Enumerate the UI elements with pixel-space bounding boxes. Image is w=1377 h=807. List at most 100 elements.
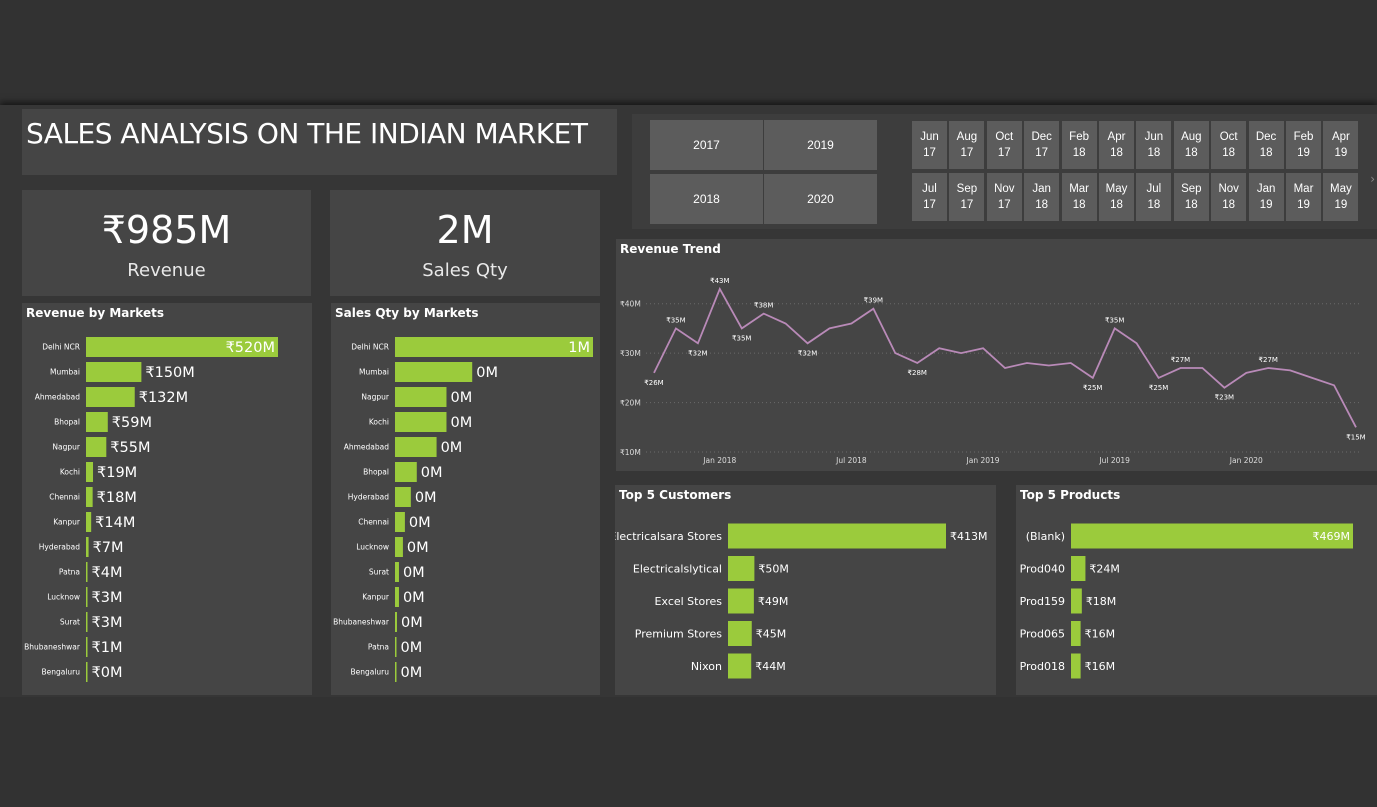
revenue-card[interactable]: ₹985M Revenue: [22, 190, 311, 296]
data-point[interactable]: [1003, 365, 1008, 370]
data-point[interactable]: [849, 321, 854, 326]
month-button-jan-19[interactable]: Jan 19: [1248, 173, 1284, 221]
data-point[interactable]: [695, 341, 700, 346]
bar[interactable]: [728, 653, 752, 679]
data-point[interactable]: [981, 346, 986, 351]
month-button-feb-18[interactable]: Feb 18: [1061, 121, 1097, 169]
data-point[interactable]: [1354, 425, 1359, 430]
bar[interactable]: [395, 487, 411, 507]
bar[interactable]: [1071, 588, 1082, 614]
bar[interactable]: [728, 556, 755, 581]
data-point[interactable]: [937, 346, 942, 351]
bar[interactable]: [86, 437, 107, 457]
data-point[interactable]: [1310, 375, 1315, 380]
bar[interactable]: [395, 412, 447, 432]
month-button-jun-18[interactable]: Jun 18: [1136, 121, 1172, 169]
bar[interactable]: [395, 537, 403, 557]
data-point[interactable]: [915, 361, 920, 366]
data-point[interactable]: [1156, 375, 1161, 380]
year-button-2020[interactable]: 2020: [764, 174, 877, 224]
bar[interactable]: [86, 462, 94, 482]
bar[interactable]: [1071, 621, 1081, 646]
data-point[interactable]: [1244, 370, 1249, 375]
data-point[interactable]: [761, 311, 766, 316]
month-button-oct-17[interactable]: Oct 17: [986, 121, 1022, 169]
bar[interactable]: [86, 612, 88, 632]
month-button-jul-18[interactable]: Jul 18: [1136, 173, 1172, 221]
bar[interactable]: [728, 523, 946, 549]
month-button-apr-19[interactable]: Apr 19: [1323, 121, 1359, 169]
month-button-sep-18[interactable]: Sep 18: [1173, 173, 1209, 221]
chevron-right-icon[interactable]: ›: [1370, 172, 1375, 186]
data-point[interactable]: [652, 370, 657, 375]
month-button-jul-17[interactable]: Jul 17: [912, 173, 947, 221]
data-point[interactable]: [1222, 385, 1227, 390]
bar[interactable]: [86, 537, 89, 557]
bar[interactable]: [1071, 523, 1353, 549]
month-button-jan-18[interactable]: Jan 18: [1024, 173, 1060, 221]
month-button-mar-18[interactable]: Mar 18: [1061, 173, 1097, 221]
bar[interactable]: [86, 562, 88, 582]
data-point[interactable]: [893, 351, 898, 356]
data-point[interactable]: [1266, 365, 1271, 370]
bar[interactable]: [86, 412, 108, 432]
bar[interactable]: [395, 337, 593, 357]
data-point[interactable]: [827, 326, 832, 331]
month-button-dec-18[interactable]: Dec 18: [1248, 121, 1284, 169]
bar[interactable]: [395, 562, 399, 582]
month-button-may-18[interactable]: May 18: [1099, 173, 1134, 221]
bar[interactable]: [86, 387, 135, 407]
bar[interactable]: [86, 637, 88, 657]
month-button-apr-18[interactable]: Apr 18: [1099, 121, 1134, 169]
data-point[interactable]: [1112, 326, 1117, 331]
data-point[interactable]: [1288, 368, 1293, 373]
sales-qty-card[interactable]: 2M Sales Qty: [330, 190, 600, 296]
data-point[interactable]: [739, 326, 744, 331]
data-point[interactable]: [871, 306, 876, 311]
bar[interactable]: [86, 512, 92, 532]
bar[interactable]: [395, 387, 447, 407]
data-point[interactable]: [673, 326, 678, 331]
bar[interactable]: [86, 362, 142, 382]
data-point[interactable]: [1178, 365, 1183, 370]
month-button-dec-17[interactable]: Dec 17: [1024, 121, 1060, 169]
bar[interactable]: [1071, 556, 1086, 581]
data-point[interactable]: [959, 351, 964, 356]
month-button-jun-17[interactable]: Jun 17: [912, 121, 947, 169]
month-button-feb-19[interactable]: Feb 19: [1286, 121, 1321, 169]
bar[interactable]: [395, 362, 473, 382]
data-point[interactable]: [717, 286, 722, 291]
month-button-aug-17[interactable]: Aug 17: [949, 121, 985, 169]
bar[interactable]: [86, 662, 88, 682]
year-button-2017[interactable]: 2017: [650, 120, 763, 170]
bar[interactable]: [86, 487, 93, 507]
month-button-aug-18[interactable]: Aug 18: [1173, 121, 1209, 169]
year-button-2018[interactable]: 2018: [650, 174, 763, 224]
year-button-2019[interactable]: 2019: [764, 120, 877, 170]
bar[interactable]: [395, 637, 397, 657]
data-point[interactable]: [1332, 383, 1337, 388]
data-point[interactable]: [783, 321, 788, 326]
month-button-may-19[interactable]: May 19: [1323, 173, 1359, 221]
month-button-sep-17[interactable]: Sep 17: [949, 173, 985, 221]
data-point[interactable]: [805, 341, 810, 346]
data-point[interactable]: [1024, 361, 1029, 366]
bar[interactable]: [395, 587, 399, 607]
data-point[interactable]: [1134, 341, 1139, 346]
data-point[interactable]: [1090, 375, 1095, 380]
bar[interactable]: [395, 462, 417, 482]
month-button-oct-18[interactable]: Oct 18: [1211, 121, 1247, 169]
bar[interactable]: [86, 587, 88, 607]
month-button-mar-19[interactable]: Mar 19: [1286, 173, 1321, 221]
bar[interactable]: [395, 512, 405, 532]
data-point[interactable]: [1046, 363, 1051, 368]
bar[interactable]: [395, 437, 437, 457]
revenue-trend-line[interactable]: [653, 286, 1357, 428]
bar[interactable]: [728, 621, 752, 646]
month-button-nov-18[interactable]: Nov 18: [1211, 173, 1247, 221]
bar[interactable]: [395, 612, 397, 632]
data-point[interactable]: [1068, 361, 1073, 366]
bar[interactable]: [728, 588, 754, 614]
data-point[interactable]: [1200, 365, 1205, 370]
bar[interactable]: [395, 662, 397, 682]
